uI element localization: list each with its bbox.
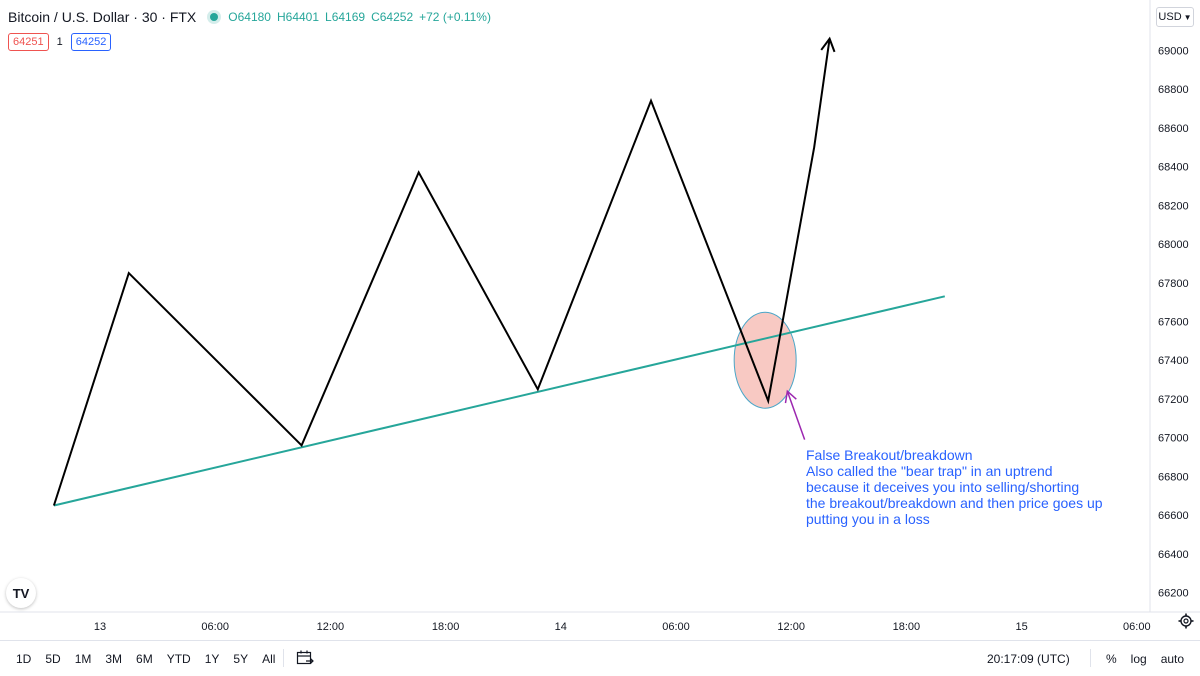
price-tick-label[interactable]: 68400 [1158,162,1189,174]
ohlc-open: O64180 [228,10,271,24]
annotation-line: because it deceives you into selling/sho… [806,479,1080,495]
time-tick-label[interactable]: 06:00 [662,621,690,633]
range-1d-button[interactable]: 1D [16,652,32,666]
price-tick-label[interactable]: 67000 [1158,433,1189,445]
ohlc-low: L64169 [325,10,366,24]
price-tick-label[interactable]: 66200 [1158,588,1189,600]
percent-scale-toggle[interactable]: % [1106,652,1117,666]
annotation-line: False Breakout/breakdown [806,447,973,463]
bottom-toolbar: 1D 5D 1M 3M 6M YTD 1Y 5Y All 20:17:09 (U… [0,640,1200,676]
range-5d-button[interactable]: 5D [45,652,61,666]
time-tick-label[interactable]: 13 [94,621,106,633]
price-tick-label[interactable]: 68200 [1158,200,1189,212]
toolbar-divider [1090,649,1091,667]
toolbar-divider [283,649,284,667]
tradingview-logo-icon[interactable]: TV [6,578,36,608]
range-all-button[interactable]: All [262,652,276,666]
utc-clock[interactable]: 20:17:09 (UTC) [987,652,1070,666]
price-tick-label[interactable]: 66600 [1158,510,1189,522]
spread-value: 1 [56,36,63,48]
price-tick-label[interactable]: 66400 [1158,549,1189,561]
logo-text: TV [12,585,30,601]
symbol-title[interactable]: Bitcoin / U.S. Dollar · 30 · FTX [8,9,197,25]
range-1m-button[interactable]: 1M [74,652,92,666]
annotation-line: putting you in a loss [806,511,930,527]
chevron-down-icon: ▼ [1183,12,1192,22]
price-tick-label[interactable]: 68000 [1158,239,1189,251]
annotation-line: Also called the "bear trap" in an uptren… [806,463,1053,479]
annotation-arrowhead [784,389,797,404]
currency-selector[interactable]: USD ▼ [1156,7,1194,27]
time-tick-label[interactable]: 15 [1015,621,1027,633]
trendline[interactable] [53,295,946,507]
ohlc-change: +72 (+0.11%) [419,10,491,24]
annotation-line: the breakout/breakdown and then price go… [806,495,1103,511]
range-6m-button[interactable]: 6M [136,652,153,666]
price-tick-label[interactable]: 69000 [1158,45,1189,57]
time-tick-label[interactable]: 14 [555,621,567,633]
range-1y-button[interactable]: 1Y [204,652,220,666]
time-tick-label[interactable]: 06:00 [1123,621,1151,633]
price-path-arrowhead [820,36,836,53]
range-selector: 1D 5D 1M 3M 6M YTD 1Y 5Y All [16,652,289,666]
price-tick-label[interactable]: 67800 [1158,278,1189,290]
price-tick-label[interactable]: 67600 [1158,316,1189,328]
price-tick-label[interactable]: 68600 [1158,123,1189,135]
range-3m-button[interactable]: 3M [105,652,123,666]
price-tick-label[interactable]: 66800 [1158,471,1189,483]
annotation-text: False Breakout/breakdown Also called the… [806,447,1103,527]
ohlc-close: C64252 [371,10,414,24]
buy-sell-panel: 64251 1 64252 [8,33,112,51]
gear-icon[interactable] [1178,613,1194,629]
price-path-line[interactable] [52,38,831,506]
time-tick-label[interactable]: 12:00 [777,621,805,633]
time-tick-label[interactable]: 12:00 [317,621,345,633]
range-5y-button[interactable]: 5Y [233,652,249,666]
currency-label: USD [1158,11,1182,23]
sell-price-button[interactable]: 64251 [8,33,49,51]
annotation-arrow[interactable] [786,390,806,440]
scale-options: % log auto [1106,652,1198,666]
time-tick-label[interactable]: 06:00 [201,621,229,633]
price-tick-label[interactable]: 67400 [1158,355,1189,367]
auto-scale-toggle[interactable]: auto [1160,652,1185,666]
chart-header: Bitcoin / U.S. Dollar · 30 · FTX O64180 … [8,9,497,25]
price-tick-label[interactable]: 67200 [1158,394,1189,406]
buy-price-button[interactable]: 64252 [70,33,112,51]
calendar-goto-icon[interactable] [296,650,314,666]
price-tick-label[interactable]: 68800 [1158,84,1189,96]
range-ytd-button[interactable]: YTD [166,652,191,666]
log-scale-toggle[interactable]: log [1130,652,1147,666]
chart[interactable]: 6920069000688006860068400682006800067800… [0,0,1200,640]
time-tick-label[interactable]: 18:00 [893,621,921,633]
market-status-icon [210,13,219,21]
ohlc-high: H64401 [276,10,320,24]
time-tick-label[interactable]: 18:00 [432,621,460,633]
